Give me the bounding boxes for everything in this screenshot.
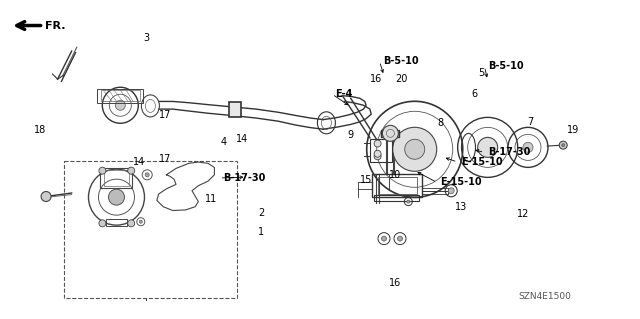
Circle shape (397, 236, 403, 241)
Text: 1: 1 (258, 227, 264, 237)
Text: 5: 5 (478, 68, 484, 78)
Text: B-17-30: B-17-30 (488, 147, 530, 158)
Text: 6: 6 (472, 89, 478, 99)
Text: 16: 16 (370, 74, 383, 84)
Circle shape (404, 139, 425, 159)
Circle shape (383, 125, 398, 141)
Text: 19: 19 (566, 125, 579, 135)
Circle shape (99, 167, 106, 174)
Circle shape (559, 141, 567, 149)
Text: 17: 17 (159, 110, 172, 121)
Bar (372, 174, 422, 197)
Bar (370, 139, 392, 162)
Circle shape (140, 220, 142, 223)
Text: 2: 2 (258, 208, 264, 218)
Circle shape (477, 137, 498, 157)
Text: FR.: FR. (45, 20, 65, 31)
Circle shape (128, 220, 134, 227)
Text: 15: 15 (360, 175, 372, 185)
Circle shape (407, 200, 410, 203)
Text: 9: 9 (348, 130, 354, 140)
Bar (378, 177, 417, 194)
Text: 13: 13 (454, 202, 467, 212)
Text: B-17-30: B-17-30 (223, 173, 265, 183)
Circle shape (374, 150, 381, 157)
Text: 17: 17 (159, 154, 172, 164)
Text: E-4: E-4 (335, 89, 353, 99)
Text: B-5-10: B-5-10 (488, 61, 524, 71)
Text: 8: 8 (437, 118, 444, 128)
Circle shape (381, 236, 387, 241)
Circle shape (41, 191, 51, 202)
Text: 11: 11 (205, 194, 218, 204)
Text: 16: 16 (389, 278, 402, 288)
Bar (100, 168, 132, 188)
Bar (381, 130, 399, 137)
Circle shape (374, 140, 381, 147)
Circle shape (145, 173, 149, 177)
Circle shape (448, 188, 454, 194)
Text: 3: 3 (143, 33, 149, 43)
Circle shape (115, 100, 125, 110)
Bar (106, 219, 127, 226)
Text: 14: 14 (236, 134, 248, 144)
Text: SZN4E1500: SZN4E1500 (519, 292, 572, 300)
Text: B-5-10: B-5-10 (383, 56, 419, 66)
Circle shape (562, 144, 564, 147)
Circle shape (393, 127, 436, 171)
Text: 12: 12 (517, 209, 530, 219)
Text: 20: 20 (396, 74, 408, 84)
Text: 7: 7 (527, 117, 533, 127)
Text: 10: 10 (389, 170, 402, 180)
Text: E-15-10: E-15-10 (461, 157, 502, 167)
Bar (64, 161, 237, 298)
Bar (374, 195, 419, 201)
Circle shape (108, 189, 124, 205)
Bar (101, 90, 140, 101)
Bar (97, 89, 143, 103)
Circle shape (99, 220, 106, 227)
Bar (229, 102, 241, 117)
Text: E-15-10: E-15-10 (440, 177, 482, 188)
Text: 14: 14 (133, 157, 146, 167)
Circle shape (128, 167, 134, 174)
Circle shape (523, 142, 533, 152)
Circle shape (374, 153, 381, 160)
Text: 4: 4 (221, 137, 227, 147)
Bar (104, 170, 129, 186)
Text: 18: 18 (33, 125, 46, 135)
